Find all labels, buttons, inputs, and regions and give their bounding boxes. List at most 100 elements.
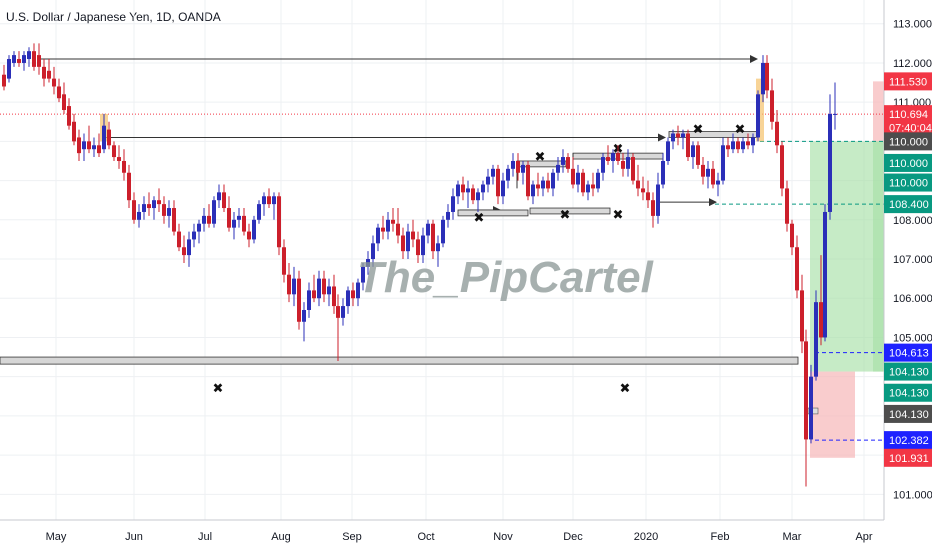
candle-body — [87, 141, 91, 150]
x-mark: ✖ — [613, 208, 624, 223]
range-box — [529, 207, 611, 215]
candle-body — [162, 204, 166, 216]
candle-body — [466, 188, 470, 193]
candle-body — [102, 125, 106, 150]
x-tick-label: Nov — [493, 531, 513, 543]
candle-body — [47, 70, 51, 79]
candle-body — [421, 235, 425, 256]
profit-zone-upper — [873, 141, 884, 372]
x-tick-label: Sep — [342, 531, 362, 543]
candle-body — [142, 204, 146, 212]
y-tick-label: 112.000 — [893, 58, 932, 70]
candle-body — [691, 145, 695, 158]
x-mark: ✖ — [213, 381, 224, 396]
x-tick-label: Oct — [417, 531, 434, 543]
candle-body — [451, 196, 455, 212]
candle-body — [127, 172, 131, 201]
price-tag-label: 104.130 — [889, 388, 929, 400]
candle-body — [696, 145, 700, 165]
price-tag — [884, 404, 932, 423]
range-box — [457, 209, 529, 217]
candle-body — [371, 243, 375, 260]
price-tag — [884, 362, 932, 381]
candle-body — [721, 145, 725, 181]
candle-body — [780, 145, 784, 189]
candle-body — [456, 184, 460, 197]
candle-body — [716, 180, 720, 185]
price-tag-label: 102.382 — [889, 435, 929, 447]
candle-body — [157, 200, 161, 205]
loss-zone-upper — [873, 81, 884, 142]
candle-body — [137, 211, 141, 220]
candle-body — [804, 341, 808, 440]
candles — [2, 43, 837, 487]
candle-body — [351, 290, 355, 299]
candle-body — [257, 204, 261, 220]
candle-body — [828, 113, 832, 212]
candle-body — [302, 310, 306, 322]
candle-body — [596, 172, 600, 189]
x-tick-label: Dec — [563, 531, 583, 543]
candle-body — [531, 184, 535, 197]
candle-body — [7, 59, 11, 79]
candle-body — [312, 290, 316, 299]
candle-body — [341, 306, 345, 318]
candle-body — [666, 141, 670, 161]
price-tag-label: 110.000 — [889, 178, 928, 190]
candle-body — [551, 172, 555, 189]
candle-body — [322, 278, 326, 295]
price-tag — [884, 195, 932, 214]
watermark: The_PipCartel — [357, 253, 654, 302]
candle-body — [177, 231, 181, 248]
candle-body — [800, 290, 804, 342]
candle-body — [232, 219, 236, 228]
candle-body — [52, 78, 56, 87]
candle-body — [122, 160, 126, 173]
x-mark: ✖ — [735, 123, 746, 138]
candle-body — [237, 215, 241, 220]
candle-body — [426, 223, 430, 236]
candle-body — [42, 66, 46, 79]
candle-body — [516, 160, 520, 173]
candle-body — [67, 106, 71, 126]
x-tick-label: May — [46, 531, 67, 543]
price-tag — [884, 383, 932, 402]
candle-body — [356, 282, 360, 299]
candle-body — [676, 133, 680, 138]
candle-body — [336, 306, 340, 318]
candle-body — [511, 160, 515, 169]
candle-body — [72, 121, 76, 142]
candle-body — [441, 219, 445, 244]
candle-body — [386, 219, 390, 232]
candle-body — [526, 164, 530, 197]
grid — [0, 0, 884, 520]
candle-body — [751, 137, 755, 146]
price-tag — [884, 132, 932, 151]
candle-body — [12, 55, 16, 63]
candle-body — [506, 168, 510, 181]
candle-body — [376, 227, 380, 244]
candle-body — [147, 204, 151, 209]
candle-body — [381, 227, 385, 232]
candle-body — [576, 172, 580, 185]
x-tick-label: Mar — [783, 531, 802, 543]
y-tick-label: 108.000 — [893, 215, 932, 227]
x-mark: ✖ — [474, 211, 485, 226]
price-tags: 111.530110.69407:40:04110.000110.000110.… — [884, 72, 932, 467]
candle-body — [77, 137, 81, 154]
price-tag — [884, 343, 932, 362]
candle-body — [661, 160, 665, 185]
candle-body — [192, 231, 196, 240]
candle-body — [606, 157, 610, 161]
y-tick-label: 107.000 — [893, 254, 932, 266]
candle-body — [814, 302, 818, 377]
candle-body — [37, 55, 41, 67]
candle-body — [556, 164, 560, 173]
candle-body — [646, 192, 650, 201]
candle-body — [307, 290, 311, 310]
candle-body — [571, 168, 575, 185]
candle-body — [823, 211, 827, 338]
candle-body — [471, 188, 475, 201]
